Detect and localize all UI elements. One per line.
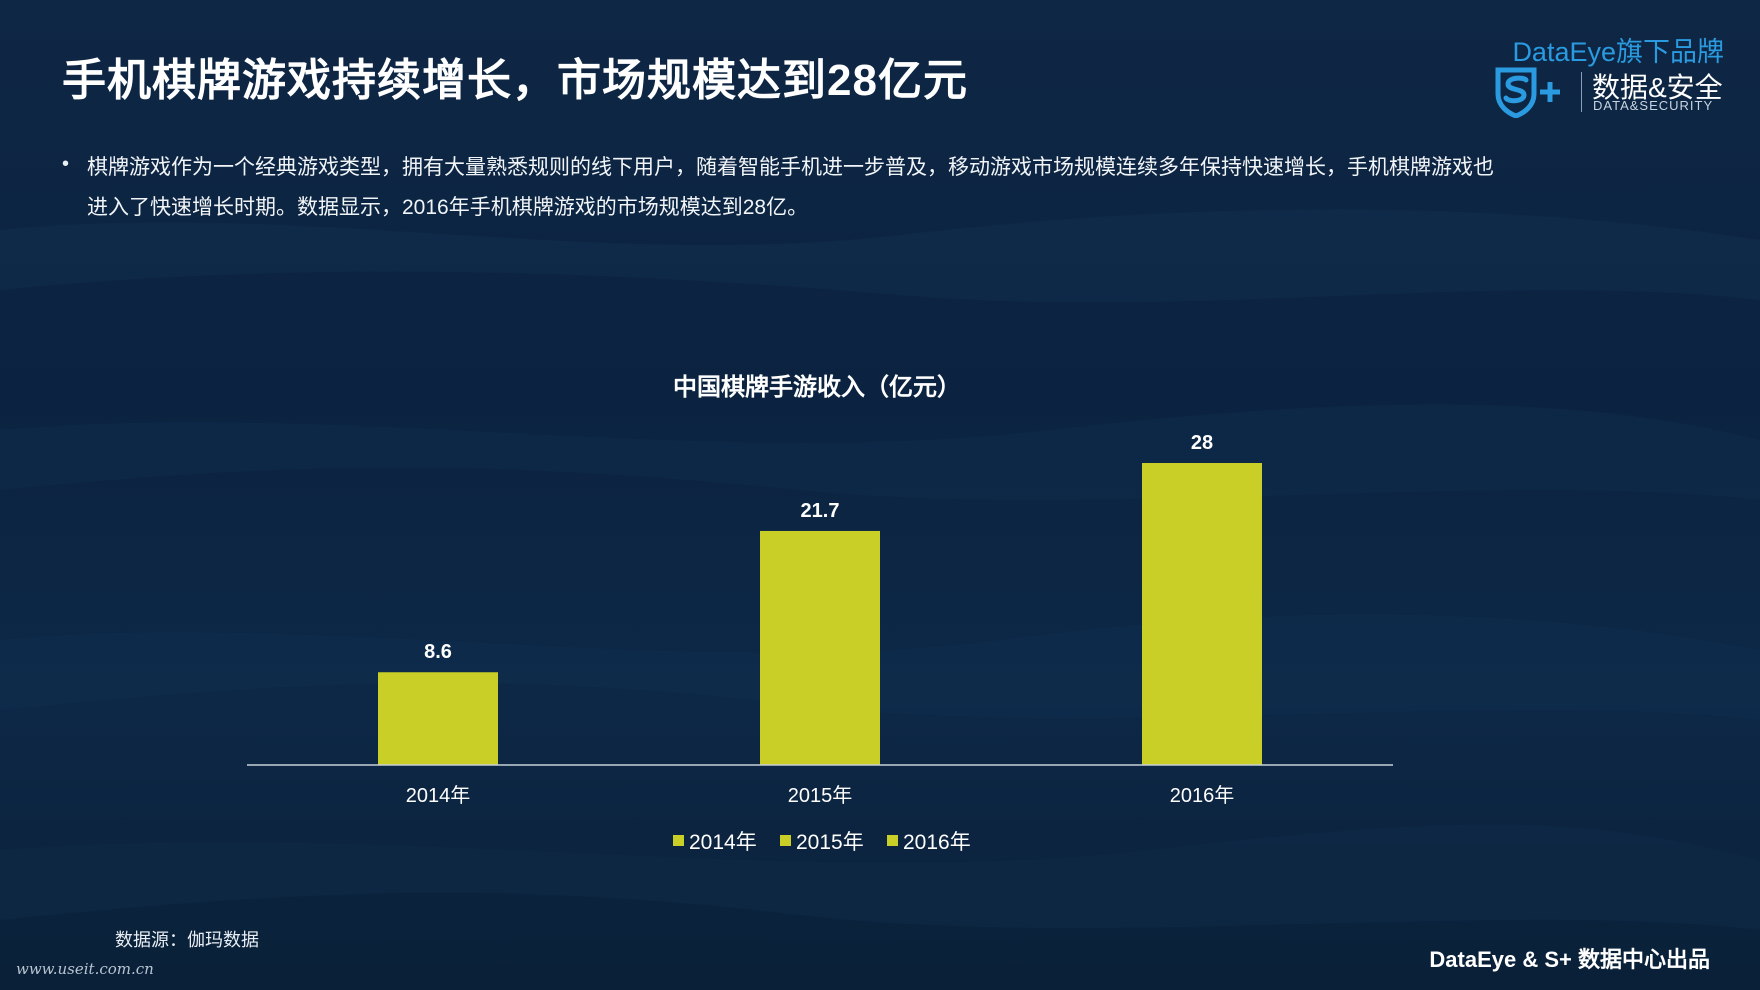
- body-line-2: 进入了快速增长时期。数据显示，2016年手机棋牌游戏的市场规模达到28亿。: [87, 196, 809, 219]
- x-tick-label: 2016年: [1170, 784, 1235, 807]
- watermark-url: www.useit.com.cn: [16, 960, 154, 978]
- legend-swatch: [673, 835, 684, 846]
- page-title: 手机棋牌游戏持续增长，市场规模达到28亿元: [62, 56, 968, 105]
- chart-title: 中国棋牌手游收入（亿元）: [673, 373, 961, 401]
- bullet-marker: •: [62, 153, 70, 175]
- bar-3: [1142, 463, 1262, 765]
- brand-divider: [1581, 72, 1582, 112]
- legend-item: 2014年: [689, 831, 757, 854]
- body-paragraph: 棋牌游戏作为一个经典游戏类型，拥有大量熟悉规则的线下用户，随着智能手机进一步普及…: [87, 148, 1587, 228]
- footer-credit: DataEye & S+ 数据中心出品: [1429, 947, 1710, 972]
- brand-tagline: DataEye旗下品牌: [1512, 37, 1724, 67]
- legend-item: 2016年: [903, 831, 971, 854]
- x-tick-label: 2015年: [788, 784, 853, 807]
- x-tick-label: 2014年: [406, 784, 471, 807]
- bar-2: [760, 530, 880, 765]
- bar-value-label: 28: [1191, 432, 1213, 454]
- brand-name-cn: 数据&安全: [1592, 72, 1723, 103]
- bar-value-label: 21.7: [801, 500, 840, 522]
- bar-value-label: 8.6: [424, 641, 452, 663]
- body-line-1: 棋牌游戏作为一个经典游戏类型，拥有大量熟悉规则的线下用户，随着智能手机进一步普及…: [87, 156, 1494, 179]
- data-source: 数据源：伽玛数据: [115, 930, 259, 950]
- legend-item: 2015年: [796, 831, 864, 854]
- legend-swatch: [780, 835, 791, 846]
- brand-name-en: DATA&SECURITY: [1593, 98, 1714, 113]
- shield-s-plus-icon: [1495, 67, 1560, 118]
- legend-swatch: [887, 835, 898, 846]
- bar-1: [378, 672, 498, 765]
